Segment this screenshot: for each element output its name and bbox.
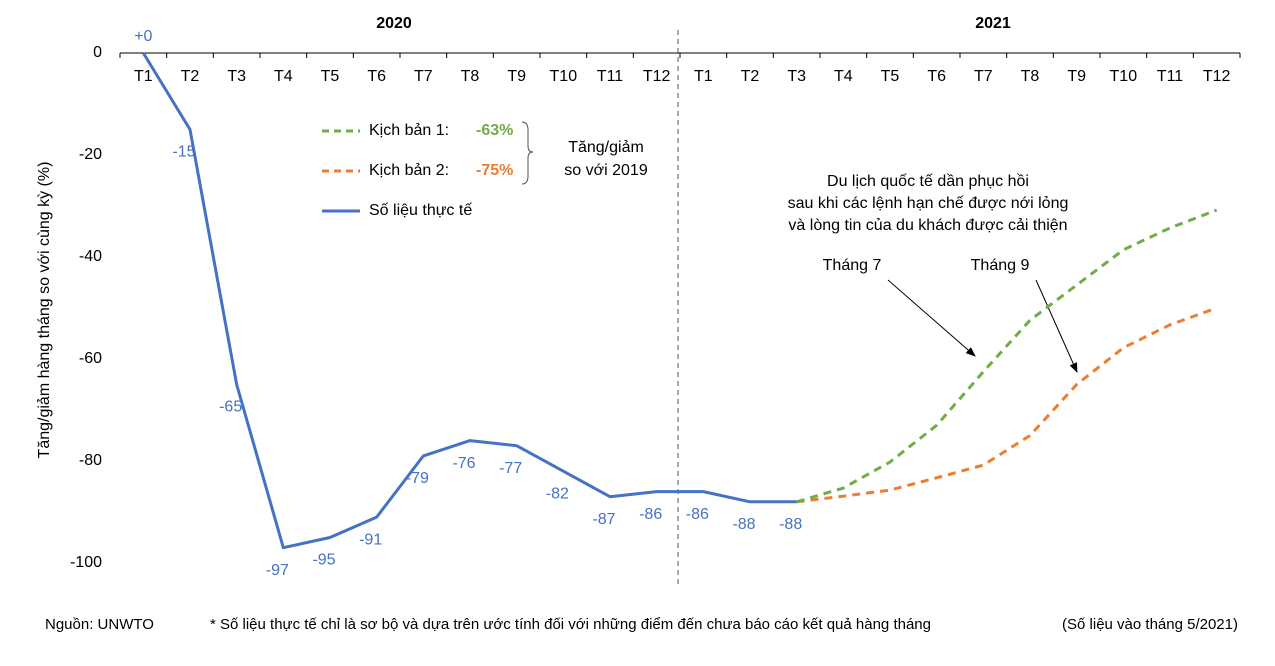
annotation: sau khi các lệnh hạn chế được nới lỏng [788,195,1069,212]
bracket-label: Tăng/giảm [568,139,644,156]
data-label: -95 [312,552,335,569]
arrow [887,279,976,357]
arrow [1035,279,1078,373]
y-axis-label: Tăng/giảm hàng tháng so với cùng kỳ (%) [36,162,53,459]
data-label: -15 [172,144,195,161]
series-line [796,306,1218,504]
x-tick-label: T12 [643,68,671,85]
data-label: -88 [732,516,755,533]
x-tick-label: T8 [1021,68,1040,85]
x-tick-label: T9 [1067,68,1086,85]
annotation: và lòng tin của du khách được cải thiện [788,217,1067,234]
x-tick-label: T11 [597,68,623,85]
legend-label: Kịch bản 1: [369,122,449,139]
x-tick-label: T12 [1203,68,1231,85]
series-line [796,208,1218,504]
x-tick-label: T7 [414,68,433,85]
x-tick-label: T10 [1110,68,1138,85]
data-label: -65 [219,399,242,416]
series-line [142,52,797,550]
footnote: * Số liệu thực tế chỉ là sơ bộ và dựa tr… [210,616,931,633]
data-label: -79 [406,470,429,487]
x-tick-label: T5 [321,68,340,85]
data-label: -86 [686,506,709,523]
x-tick-label: T3 [787,68,806,85]
data-label: -97 [266,562,289,579]
x-tick-label: T11 [1157,68,1183,85]
data-label: -88 [779,516,802,533]
x-tick-label: T6 [927,68,946,85]
x-tick-label: T5 [881,68,900,85]
legend-value: -75% [476,162,513,179]
y-tick-label: -60 [79,350,102,367]
x-tick-label: T7 [974,68,993,85]
legend-label: Kịch bản 2: [369,162,449,179]
date-note: (Số liệu vào tháng 5/2021) [1062,616,1238,633]
year-label: 2020 [376,15,412,32]
y-tick-label: -80 [79,452,102,469]
x-tick-label: T1 [134,68,153,85]
x-tick-label: T6 [367,68,386,85]
x-tick-label: T4 [834,68,853,85]
data-label: -91 [359,531,382,548]
legend-label: Số liệu thực tế [369,202,472,219]
data-label: +0 [134,28,152,45]
x-tick-label: T2 [181,68,200,85]
year-label: 2021 [975,15,1011,32]
bracket-label: so với 2019 [564,162,648,179]
x-tick-label: T8 [461,68,480,85]
y-tick-label: -100 [70,554,102,571]
legend-value: -63% [476,122,513,139]
arrow-label: Tháng 9 [971,257,1030,274]
x-tick-label: T10 [550,68,578,85]
y-tick-label: 0 [93,44,102,61]
x-tick-label: T3 [227,68,246,85]
y-tick-label: -40 [79,248,102,265]
y-tick-label: -20 [79,146,102,163]
bracket [521,121,534,185]
x-tick-label: T1 [694,68,713,85]
x-tick-label: T2 [741,68,760,85]
x-tick-label: T4 [274,68,293,85]
source: Nguồn: UNWTO [45,616,154,633]
annotation: Du lịch quốc tế dần phục hồi [827,173,1029,190]
data-label: -82 [546,485,569,502]
data-label: -77 [499,460,522,477]
arrow-label: Tháng 7 [823,257,882,274]
data-label: -76 [452,455,475,472]
data-label: -86 [639,506,662,523]
x-tick-label: T9 [507,68,526,85]
data-label: -87 [592,511,615,528]
